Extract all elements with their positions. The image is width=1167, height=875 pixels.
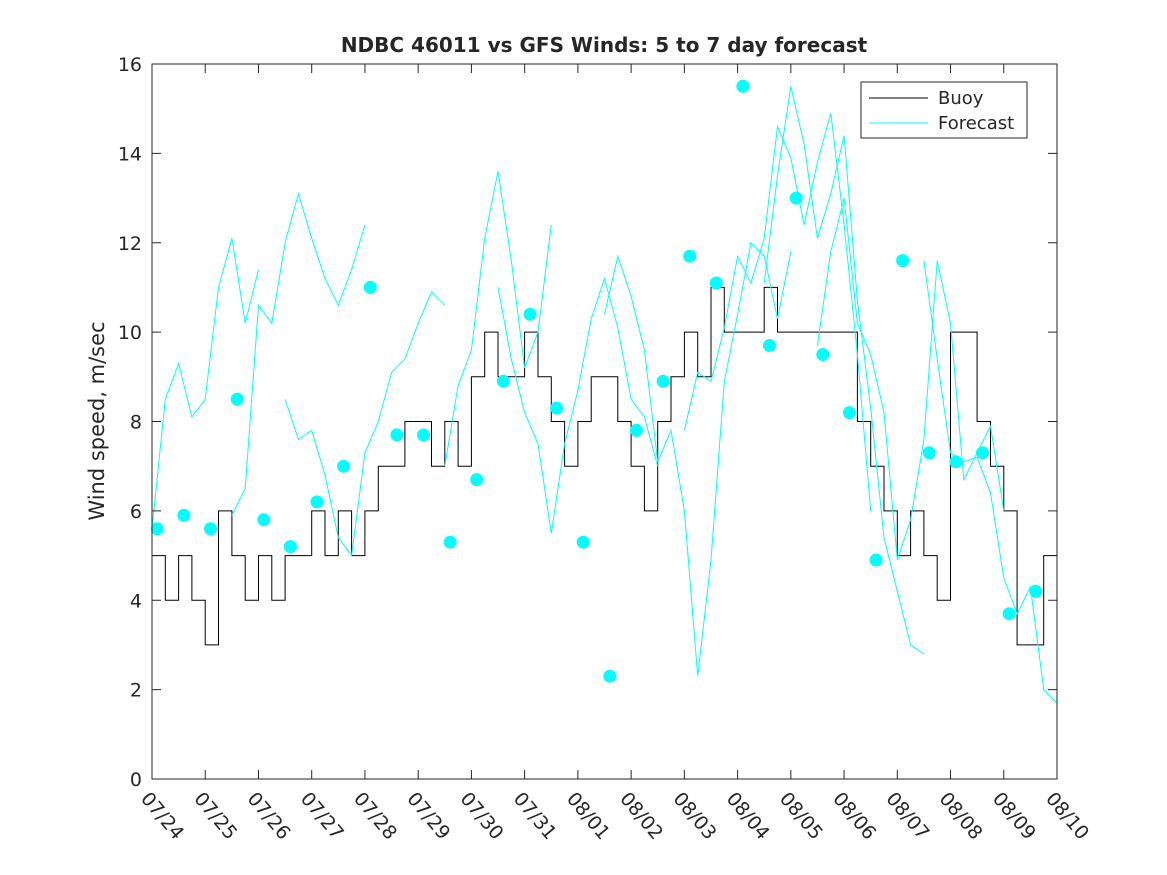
y-tick-label: 4 <box>130 590 142 612</box>
legend-box <box>860 81 1028 139</box>
chart-title: NDBC 46011 vs GFS Winds: 5 to 7 day fore… <box>341 33 868 57</box>
forecast-series-line-10 <box>923 260 1058 704</box>
forecast-series-line-2 <box>231 191 366 516</box>
forecast-marker <box>896 254 910 268</box>
forecast-marker <box>816 348 830 361</box>
forecast-marker <box>949 455 963 469</box>
forecast-marker <box>283 540 297 554</box>
forecast-marker <box>763 339 776 352</box>
forecast-marker <box>150 522 164 536</box>
y-tick-label: 6 <box>130 501 142 523</box>
forecast-marker <box>1029 584 1043 598</box>
y-axis-label: Wind speed, m/sec <box>85 321 109 520</box>
forecast-marker <box>922 446 936 460</box>
forecast-marker <box>443 535 457 549</box>
y-tick-label: 12 <box>118 233 142 255</box>
forecast-marker <box>976 446 989 460</box>
forecast-marker <box>629 423 643 437</box>
forecast-marker <box>337 459 351 473</box>
forecast-series-line-8 <box>763 86 925 655</box>
forecast-series-line-3 <box>284 291 446 557</box>
forecast-marker <box>417 428 430 442</box>
legend-label: Buoy <box>938 88 984 109</box>
buoy-series-line <box>152 286 1058 646</box>
legend: Buoy Forecast <box>860 81 1028 139</box>
forecast-marker <box>257 513 271 527</box>
legend-label: Forecast <box>938 113 1014 134</box>
forecast-marker <box>656 374 670 388</box>
forecast-marker <box>523 307 537 321</box>
forecast-marker <box>470 473 484 487</box>
forecast-marker <box>576 535 590 549</box>
forecast-series-line-4 <box>444 171 552 467</box>
plot-area <box>150 79 1058 704</box>
forecast-marker <box>363 280 377 294</box>
y-tick-label: 0 <box>130 769 142 791</box>
forecast-marker <box>789 191 803 205</box>
forecast-marker <box>496 374 510 388</box>
y-tick-label: 16 <box>118 54 142 76</box>
forecast-marker <box>842 406 856 420</box>
forecast-marker <box>230 392 244 406</box>
y-tick-label: 2 <box>130 680 142 702</box>
forecast-marker <box>736 79 750 93</box>
forecast-marker <box>177 508 191 522</box>
forecast-marker <box>869 553 883 567</box>
forecast-marker <box>1002 607 1016 621</box>
forecast-marker <box>204 522 218 536</box>
forecast-series-line-9 <box>816 197 1005 561</box>
forecast-series-line-5 <box>497 276 659 534</box>
forecast-marker <box>550 401 564 415</box>
forecast-marker <box>390 428 404 442</box>
forecast-marker <box>603 669 617 683</box>
y-tick-label: 14 <box>118 143 142 165</box>
y-tick-label: 8 <box>130 412 142 434</box>
forecast-series-line-7 <box>683 113 872 511</box>
forecast-marker <box>310 495 324 509</box>
forecast-series-line-1 <box>151 238 259 529</box>
forecast-marker <box>709 276 723 290</box>
forecast-marker <box>683 249 697 263</box>
y-tick-label: 10 <box>118 322 142 344</box>
